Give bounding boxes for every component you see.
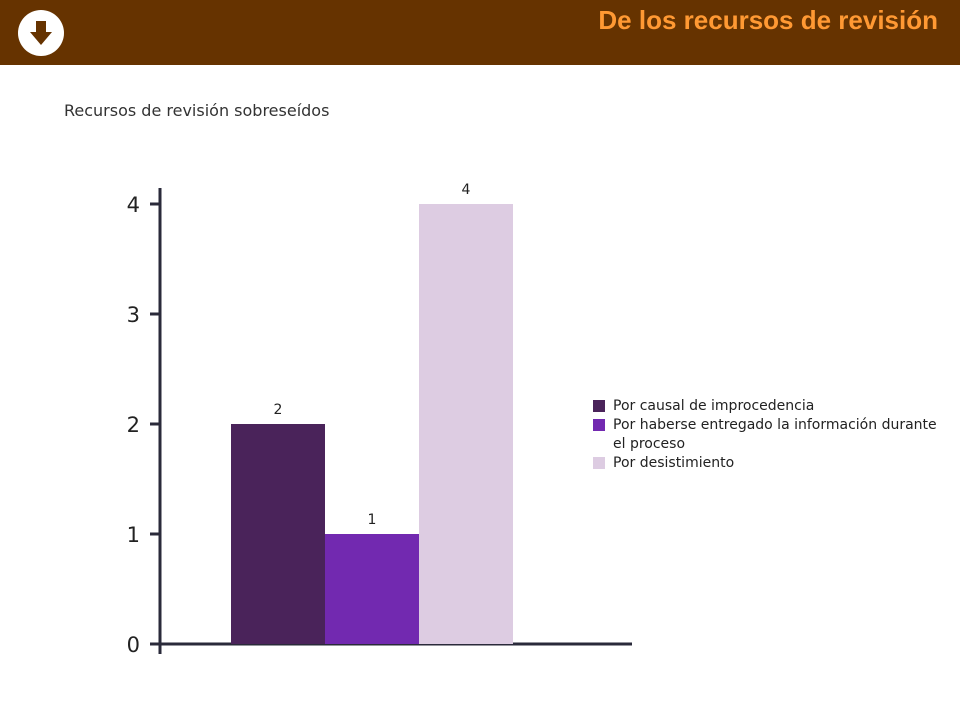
data-label: 4 — [462, 182, 471, 198]
data-label: 1 — [368, 512, 377, 528]
bar — [419, 204, 513, 644]
y-tick-label: 2 — [127, 413, 140, 437]
download-button[interactable] — [18, 10, 64, 56]
legend-swatch — [593, 400, 605, 412]
y-tick-label: 1 — [127, 523, 140, 547]
bar — [325, 534, 419, 644]
chart-title: Recursos de revisión sobreseídos — [64, 101, 330, 120]
data-label: 2 — [274, 402, 283, 418]
legend-label: Por haberse entregado la información dur… — [613, 417, 937, 452]
legend-swatch — [593, 457, 605, 469]
chart-legend: Por causal de improcedencia Por haberse … — [593, 397, 938, 473]
y-tick-label: 3 — [127, 303, 140, 327]
page-title: De los recursos de revisión — [598, 5, 938, 35]
y-tick-label: 0 — [127, 633, 140, 657]
legend-item: Por haberse entregado la información dur… — [593, 416, 938, 454]
legend-label: Por desistimiento — [613, 455, 735, 471]
legend-item: Por causal de improcedencia — [593, 397, 938, 416]
y-tick-label: 4 — [127, 193, 140, 217]
legend-swatch — [593, 419, 605, 431]
legend-label: Por causal de improcedencia — [613, 398, 815, 414]
header-bar: De los recursos de revisión — [0, 0, 960, 65]
legend-item: Por desistimiento — [593, 454, 938, 473]
bar — [231, 424, 325, 644]
arrow-down-icon — [30, 21, 52, 45]
